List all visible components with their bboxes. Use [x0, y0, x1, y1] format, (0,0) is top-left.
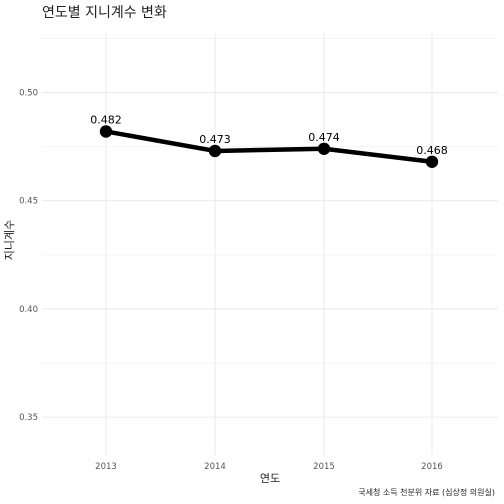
y-tick-label-1: 0.40: [19, 305, 38, 315]
data-point-2016: [425, 155, 439, 168]
data-point-2015: [317, 142, 331, 155]
chart-caption: 국세청 소득 천분위 자료 (심상정 의원실): [358, 487, 495, 497]
y-axis-ticks: 0.35 0.40 0.45 0.50: [19, 89, 38, 424]
data-labels: 0.482 0.473 0.474 0.468: [90, 113, 448, 156]
y-tick-label-3: 0.50: [19, 89, 38, 99]
x-tick-label-2: 2015: [313, 462, 335, 472]
data-label-2016: 0.468: [416, 144, 448, 157]
x-tick-label-0: 2013: [95, 462, 117, 472]
data-label-2014: 0.473: [199, 133, 231, 146]
data-label-2015: 0.474: [308, 131, 340, 144]
data-label-2013: 0.482: [90, 113, 122, 126]
x-axis-ticks: 2013 2014 2015 2016: [95, 462, 443, 472]
grid: [42, 33, 498, 455]
y-tick-label-0: 0.35: [19, 413, 38, 423]
x-axis-label: 연도: [260, 472, 280, 485]
series-line: [103, 129, 435, 165]
chart-title: 연도별 지니계수 변화: [42, 5, 167, 21]
data-point-2014: [208, 144, 222, 158]
y-tick-label-2: 0.45: [19, 197, 38, 207]
y-axis-label: 지니계수: [3, 220, 16, 260]
data-points: [99, 125, 439, 168]
data-point-2013: [99, 125, 113, 138]
x-tick-label-1: 2014: [204, 462, 226, 472]
x-tick-label-3: 2016: [421, 462, 443, 472]
